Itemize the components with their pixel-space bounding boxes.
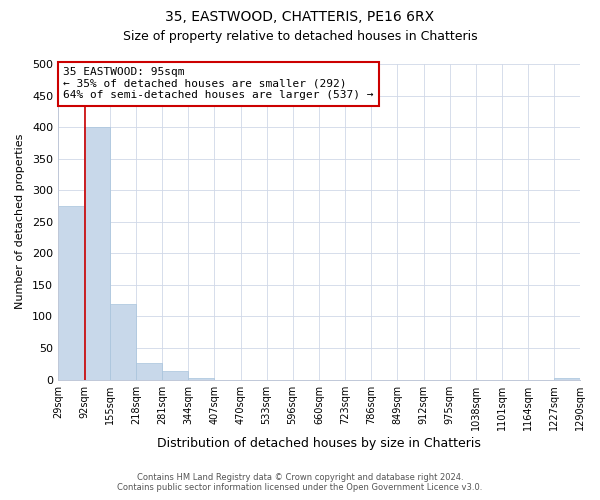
Bar [554, 378, 580, 380]
Y-axis label: Number of detached properties: Number of detached properties [15, 134, 25, 310]
Bar [58, 206, 84, 380]
Bar [188, 378, 214, 380]
Bar [84, 127, 110, 380]
Text: 35 EASTWOOD: 95sqm
← 35% of detached houses are smaller (292)
64% of semi-detach: 35 EASTWOOD: 95sqm ← 35% of detached hou… [63, 67, 374, 100]
Text: 35, EASTWOOD, CHATTERIS, PE16 6RX: 35, EASTWOOD, CHATTERIS, PE16 6RX [166, 10, 434, 24]
Bar [110, 304, 136, 380]
X-axis label: Distribution of detached houses by size in Chatteris: Distribution of detached houses by size … [157, 437, 481, 450]
Text: Size of property relative to detached houses in Chatteris: Size of property relative to detached ho… [122, 30, 478, 43]
Text: Contains HM Land Registry data © Crown copyright and database right 2024.
Contai: Contains HM Land Registry data © Crown c… [118, 473, 482, 492]
Bar [136, 362, 162, 380]
Bar [162, 372, 188, 380]
